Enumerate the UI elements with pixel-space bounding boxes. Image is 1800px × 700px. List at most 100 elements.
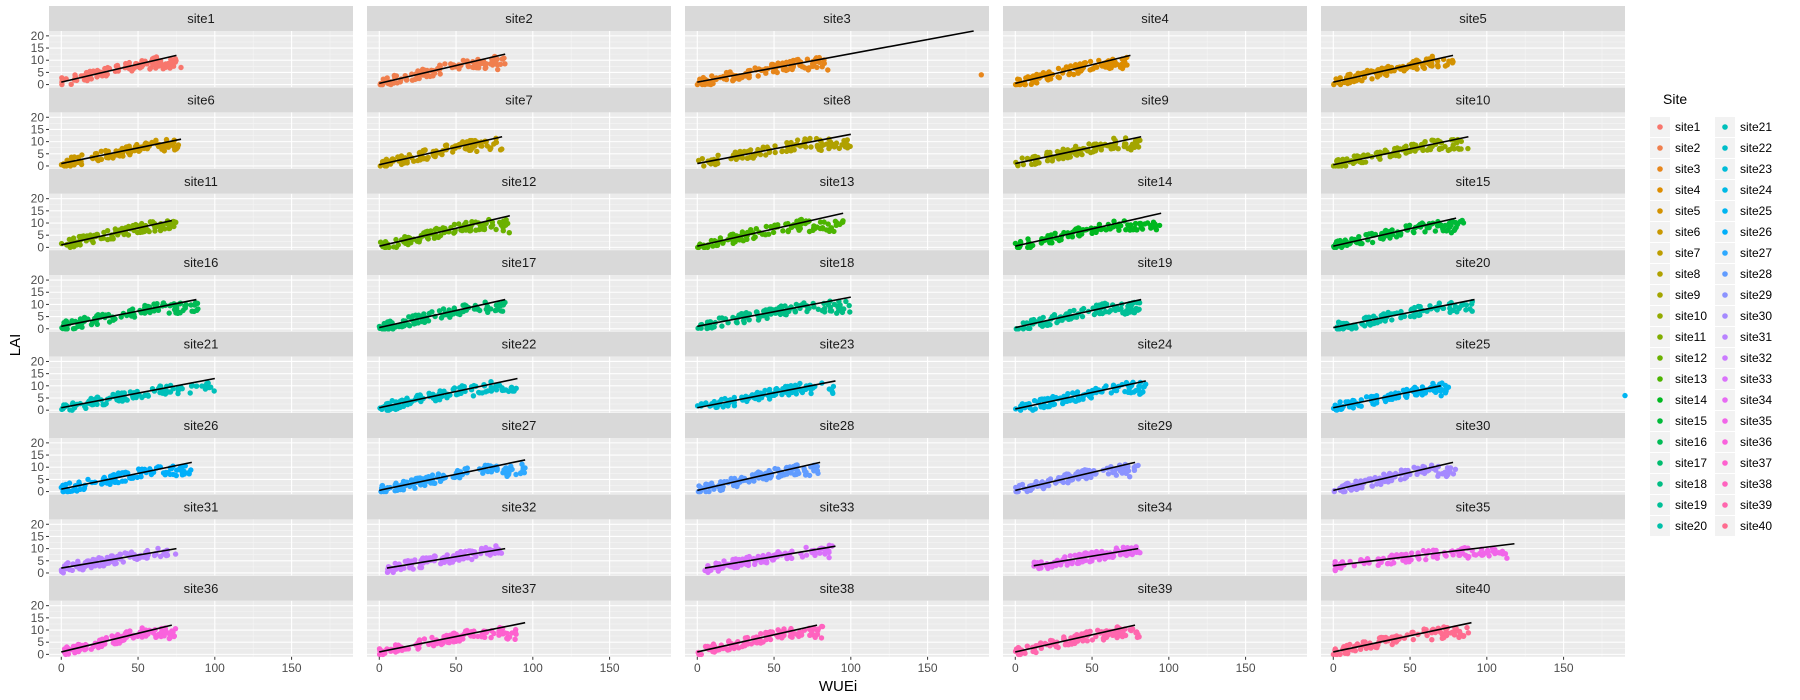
data-point — [154, 301, 160, 307]
data-point — [1374, 400, 1380, 406]
data-point — [1110, 382, 1117, 388]
data-point — [94, 231, 101, 238]
facet-site1: site1 — [49, 6, 353, 88]
data-point — [1135, 462, 1141, 469]
data-point — [715, 152, 721, 158]
data-point — [1484, 550, 1491, 556]
data-point — [978, 72, 984, 78]
data-point — [762, 232, 769, 238]
data-point — [128, 313, 135, 319]
trend-line — [1333, 54, 1454, 83]
data-point — [836, 145, 842, 152]
data-point — [799, 554, 806, 560]
data-point — [792, 309, 799, 315]
facet-strip-label: site8 — [823, 92, 850, 107]
data-point — [843, 298, 849, 305]
data-point — [1066, 71, 1072, 78]
data-point — [1108, 63, 1115, 70]
data-point — [79, 152, 85, 158]
data-point — [714, 160, 720, 166]
data-point — [504, 630, 510, 637]
facet-strip — [1003, 87, 1307, 113]
data-point — [392, 642, 399, 648]
data-point — [401, 565, 407, 571]
trend-line — [386, 547, 506, 569]
data-point — [513, 471, 519, 478]
data-point — [1429, 60, 1435, 67]
data-point — [460, 308, 467, 315]
facet-strip-label: site24 — [1138, 337, 1173, 352]
data-point — [1450, 307, 1457, 314]
data-point — [382, 163, 388, 169]
data-point — [1056, 237, 1063, 244]
data-point — [1127, 309, 1133, 315]
data-point — [421, 67, 428, 73]
data-point — [1068, 477, 1075, 483]
data-point — [810, 385, 816, 391]
trend-line — [61, 547, 177, 569]
data-point — [469, 556, 475, 563]
data-point — [736, 312, 742, 318]
data-point — [488, 634, 494, 641]
data-point — [1030, 73, 1036, 79]
data-point — [1123, 227, 1129, 233]
data-point — [88, 321, 95, 328]
data-point — [120, 637, 127, 643]
data-point — [464, 555, 471, 561]
data-point — [1088, 474, 1094, 480]
data-point — [744, 555, 751, 561]
data-point — [415, 313, 421, 319]
data-point — [408, 240, 414, 246]
data-point — [1020, 320, 1026, 326]
data-point — [1339, 406, 1345, 412]
facet-strip-label: site19 — [1138, 255, 1173, 270]
data-point — [438, 561, 444, 567]
facet-site12: site12 — [367, 168, 671, 251]
data-point — [709, 80, 715, 86]
trend-line — [1015, 135, 1142, 165]
data-point — [1334, 407, 1340, 413]
data-point — [506, 230, 512, 236]
facet-site18: site18 — [685, 250, 989, 332]
data-point — [1081, 558, 1087, 564]
data-point — [471, 633, 477, 639]
data-point — [1091, 311, 1098, 318]
data-point — [156, 631, 162, 637]
data-point — [1402, 467, 1409, 474]
facet-strip-label: site26 — [184, 418, 219, 433]
data-point — [429, 309, 435, 315]
data-point — [1473, 552, 1479, 558]
data-point — [755, 73, 761, 79]
data-point — [1140, 389, 1146, 395]
data-point — [449, 559, 456, 565]
facet-strip-label: site6 — [187, 92, 214, 107]
data-point — [179, 386, 185, 392]
data-point — [725, 70, 732, 77]
facet-strip — [1321, 168, 1625, 194]
data-point — [780, 228, 786, 234]
data-point — [377, 239, 384, 245]
data-point — [477, 226, 484, 232]
data-point — [1065, 155, 1071, 161]
data-point — [1051, 312, 1058, 318]
data-point — [433, 225, 440, 232]
data-point — [502, 61, 508, 67]
data-point — [756, 397, 762, 403]
facet-site21: site21 — [49, 331, 353, 413]
data-point — [702, 567, 708, 574]
facet-site22: site22 — [367, 331, 671, 413]
data-point — [483, 64, 489, 71]
data-point — [1463, 307, 1469, 313]
data-point — [1045, 233, 1051, 239]
facet-site7: site7 — [367, 87, 671, 169]
data-point — [1452, 303, 1459, 310]
data-point — [1422, 229, 1428, 235]
data-point — [115, 390, 121, 396]
data-point — [1337, 75, 1343, 81]
data-point — [763, 152, 769, 158]
data-point — [496, 301, 502, 307]
data-point — [1044, 149, 1051, 156]
data-point — [103, 73, 109, 79]
data-point — [100, 563, 107, 569]
data-point — [1391, 560, 1397, 566]
